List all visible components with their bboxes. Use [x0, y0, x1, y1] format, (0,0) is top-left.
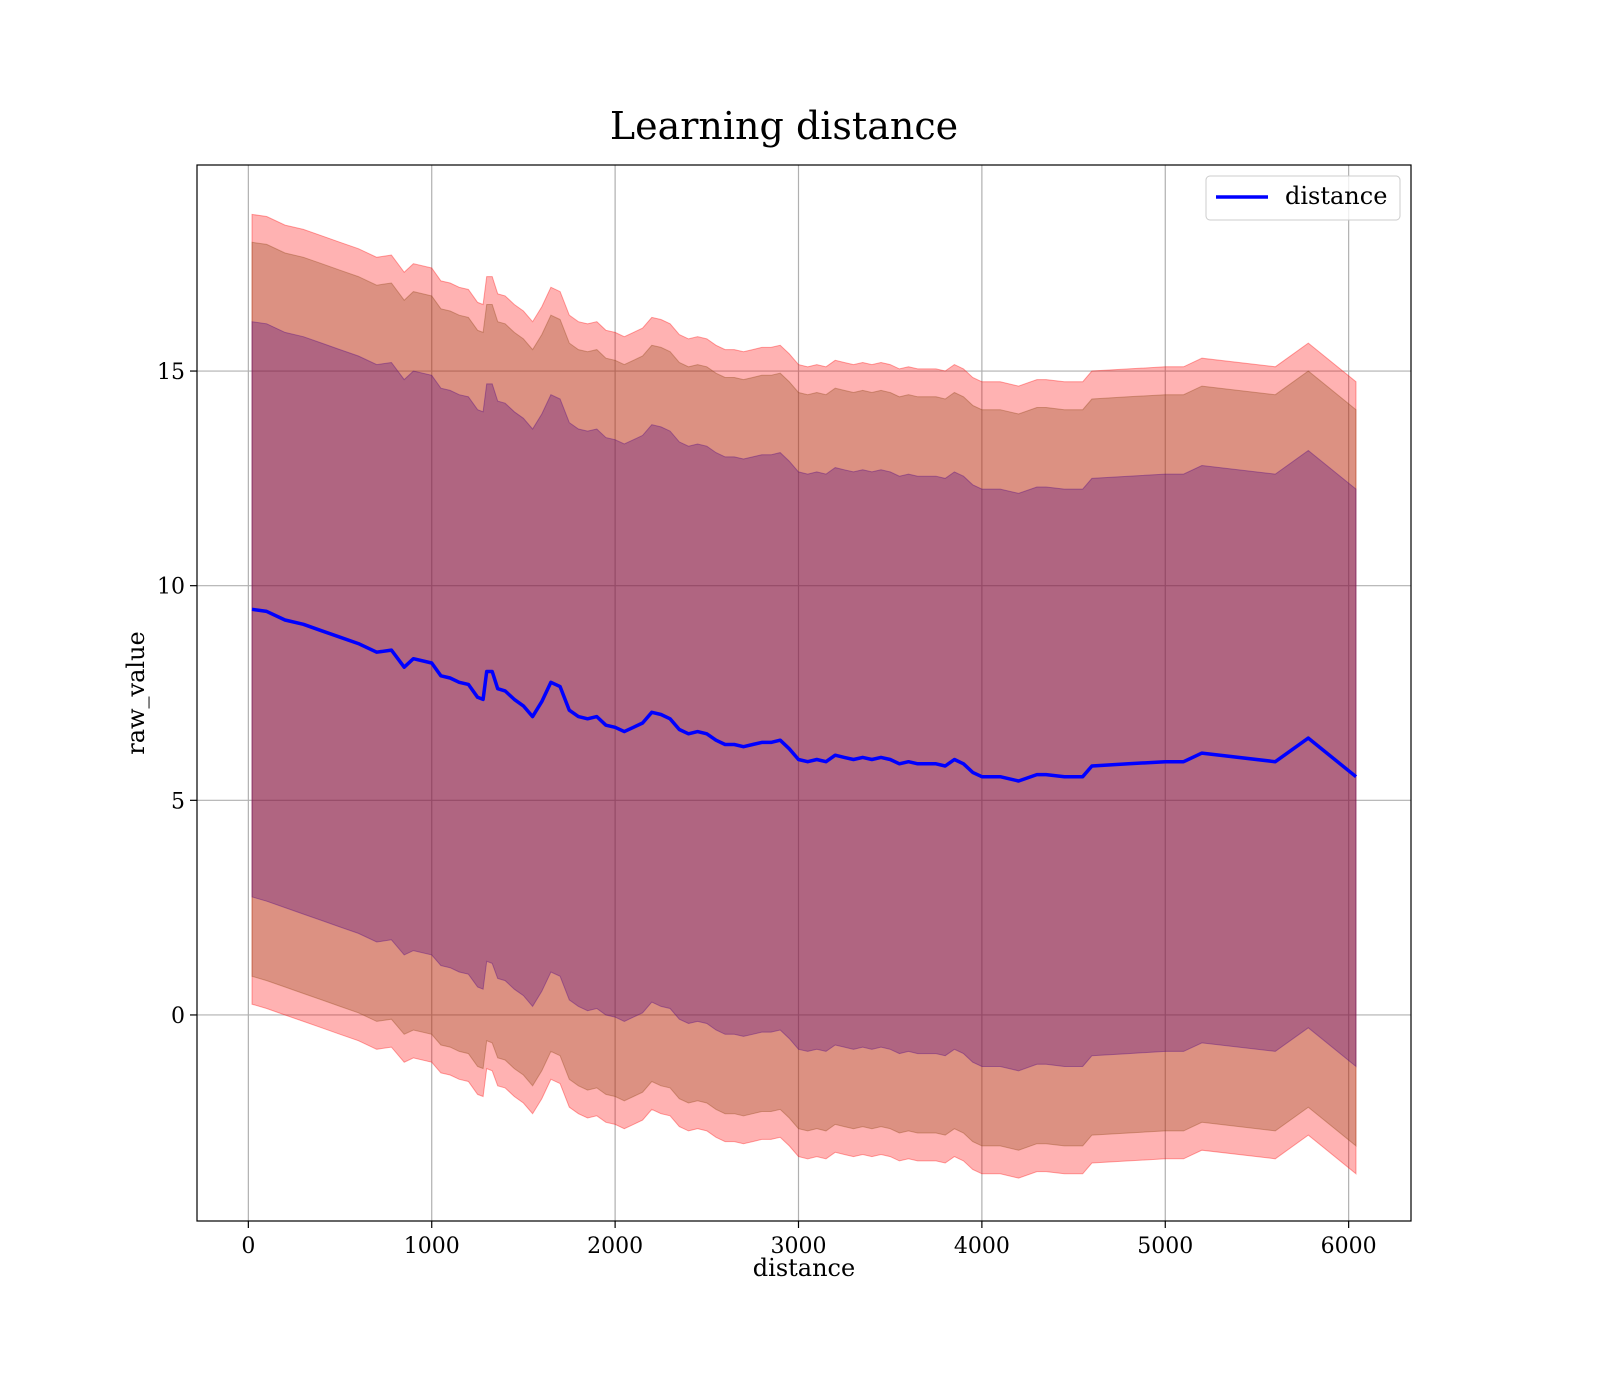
- y-axis-ticks: 0 5 10 15: [157, 360, 197, 1029]
- outer-band: [251, 213, 1357, 1179]
- x-tick-label: 4000: [954, 1234, 1010, 1259]
- x-tick-label: 3000: [770, 1234, 826, 1259]
- x-tick-label: 2000: [587, 1234, 643, 1259]
- legend: distance: [1205, 175, 1401, 221]
- x-tick-label: 1000: [404, 1234, 460, 1259]
- y-tick-label: 15: [157, 360, 185, 385]
- chart-title: Learning distance: [610, 104, 958, 148]
- x-tick-label: 0: [241, 1234, 255, 1259]
- x-tick-label: 5000: [1137, 1234, 1193, 1259]
- x-axis-ticks: 0 1000 2000 3000 4000 5000 6000: [241, 1221, 1377, 1259]
- legend-label: distance: [1285, 182, 1387, 210]
- y-tick-label: 10: [157, 575, 185, 600]
- middle-band: [251, 241, 1357, 1151]
- inner-band: [251, 321, 1357, 1072]
- legend-box: [1205, 175, 1401, 221]
- x-axis-label: distance: [753, 1254, 855, 1282]
- plot-frame: [196, 164, 1412, 1222]
- bands: [251, 213, 1357, 1179]
- y-axis-label: raw_value: [122, 631, 150, 755]
- series-line-distance: [251, 607, 1358, 783]
- grid: [197, 165, 1411, 1221]
- y-tick-label: 5: [171, 789, 185, 814]
- y-tick-label: 0: [171, 1004, 185, 1029]
- series-lines: [251, 607, 1358, 783]
- x-tick-label: 6000: [1321, 1234, 1377, 1259]
